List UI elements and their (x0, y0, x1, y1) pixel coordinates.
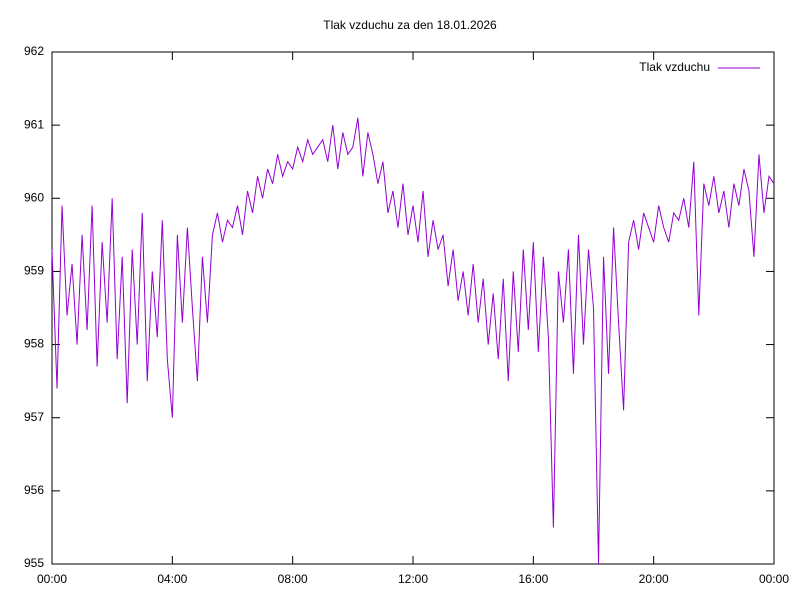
x-tick-label: 12:00 (398, 572, 428, 586)
x-tick-label: 00:00 (37, 572, 67, 586)
y-tick-label: 956 (24, 483, 44, 497)
legend-label: Tlak vzduchu (639, 60, 710, 74)
x-tick-label: 00:00 (759, 572, 789, 586)
y-tick-label: 959 (24, 264, 44, 278)
x-tick-label: 08:00 (278, 572, 308, 586)
x-tick-label: 16:00 (518, 572, 548, 586)
x-tick-label: 04:00 (157, 572, 187, 586)
y-tick-label: 961 (24, 117, 44, 131)
x-tick-label: 20:00 (639, 572, 669, 586)
y-tick-label: 955 (24, 556, 44, 570)
data-line (51, 117, 775, 565)
y-tick-label: 958 (24, 337, 44, 351)
y-tick-label: 960 (24, 190, 44, 204)
y-tick-label: 957 (24, 410, 44, 424)
y-tick-label: 962 (24, 44, 44, 58)
chart-title: Tlak vzduchu za den 18.01.2026 (323, 18, 497, 32)
